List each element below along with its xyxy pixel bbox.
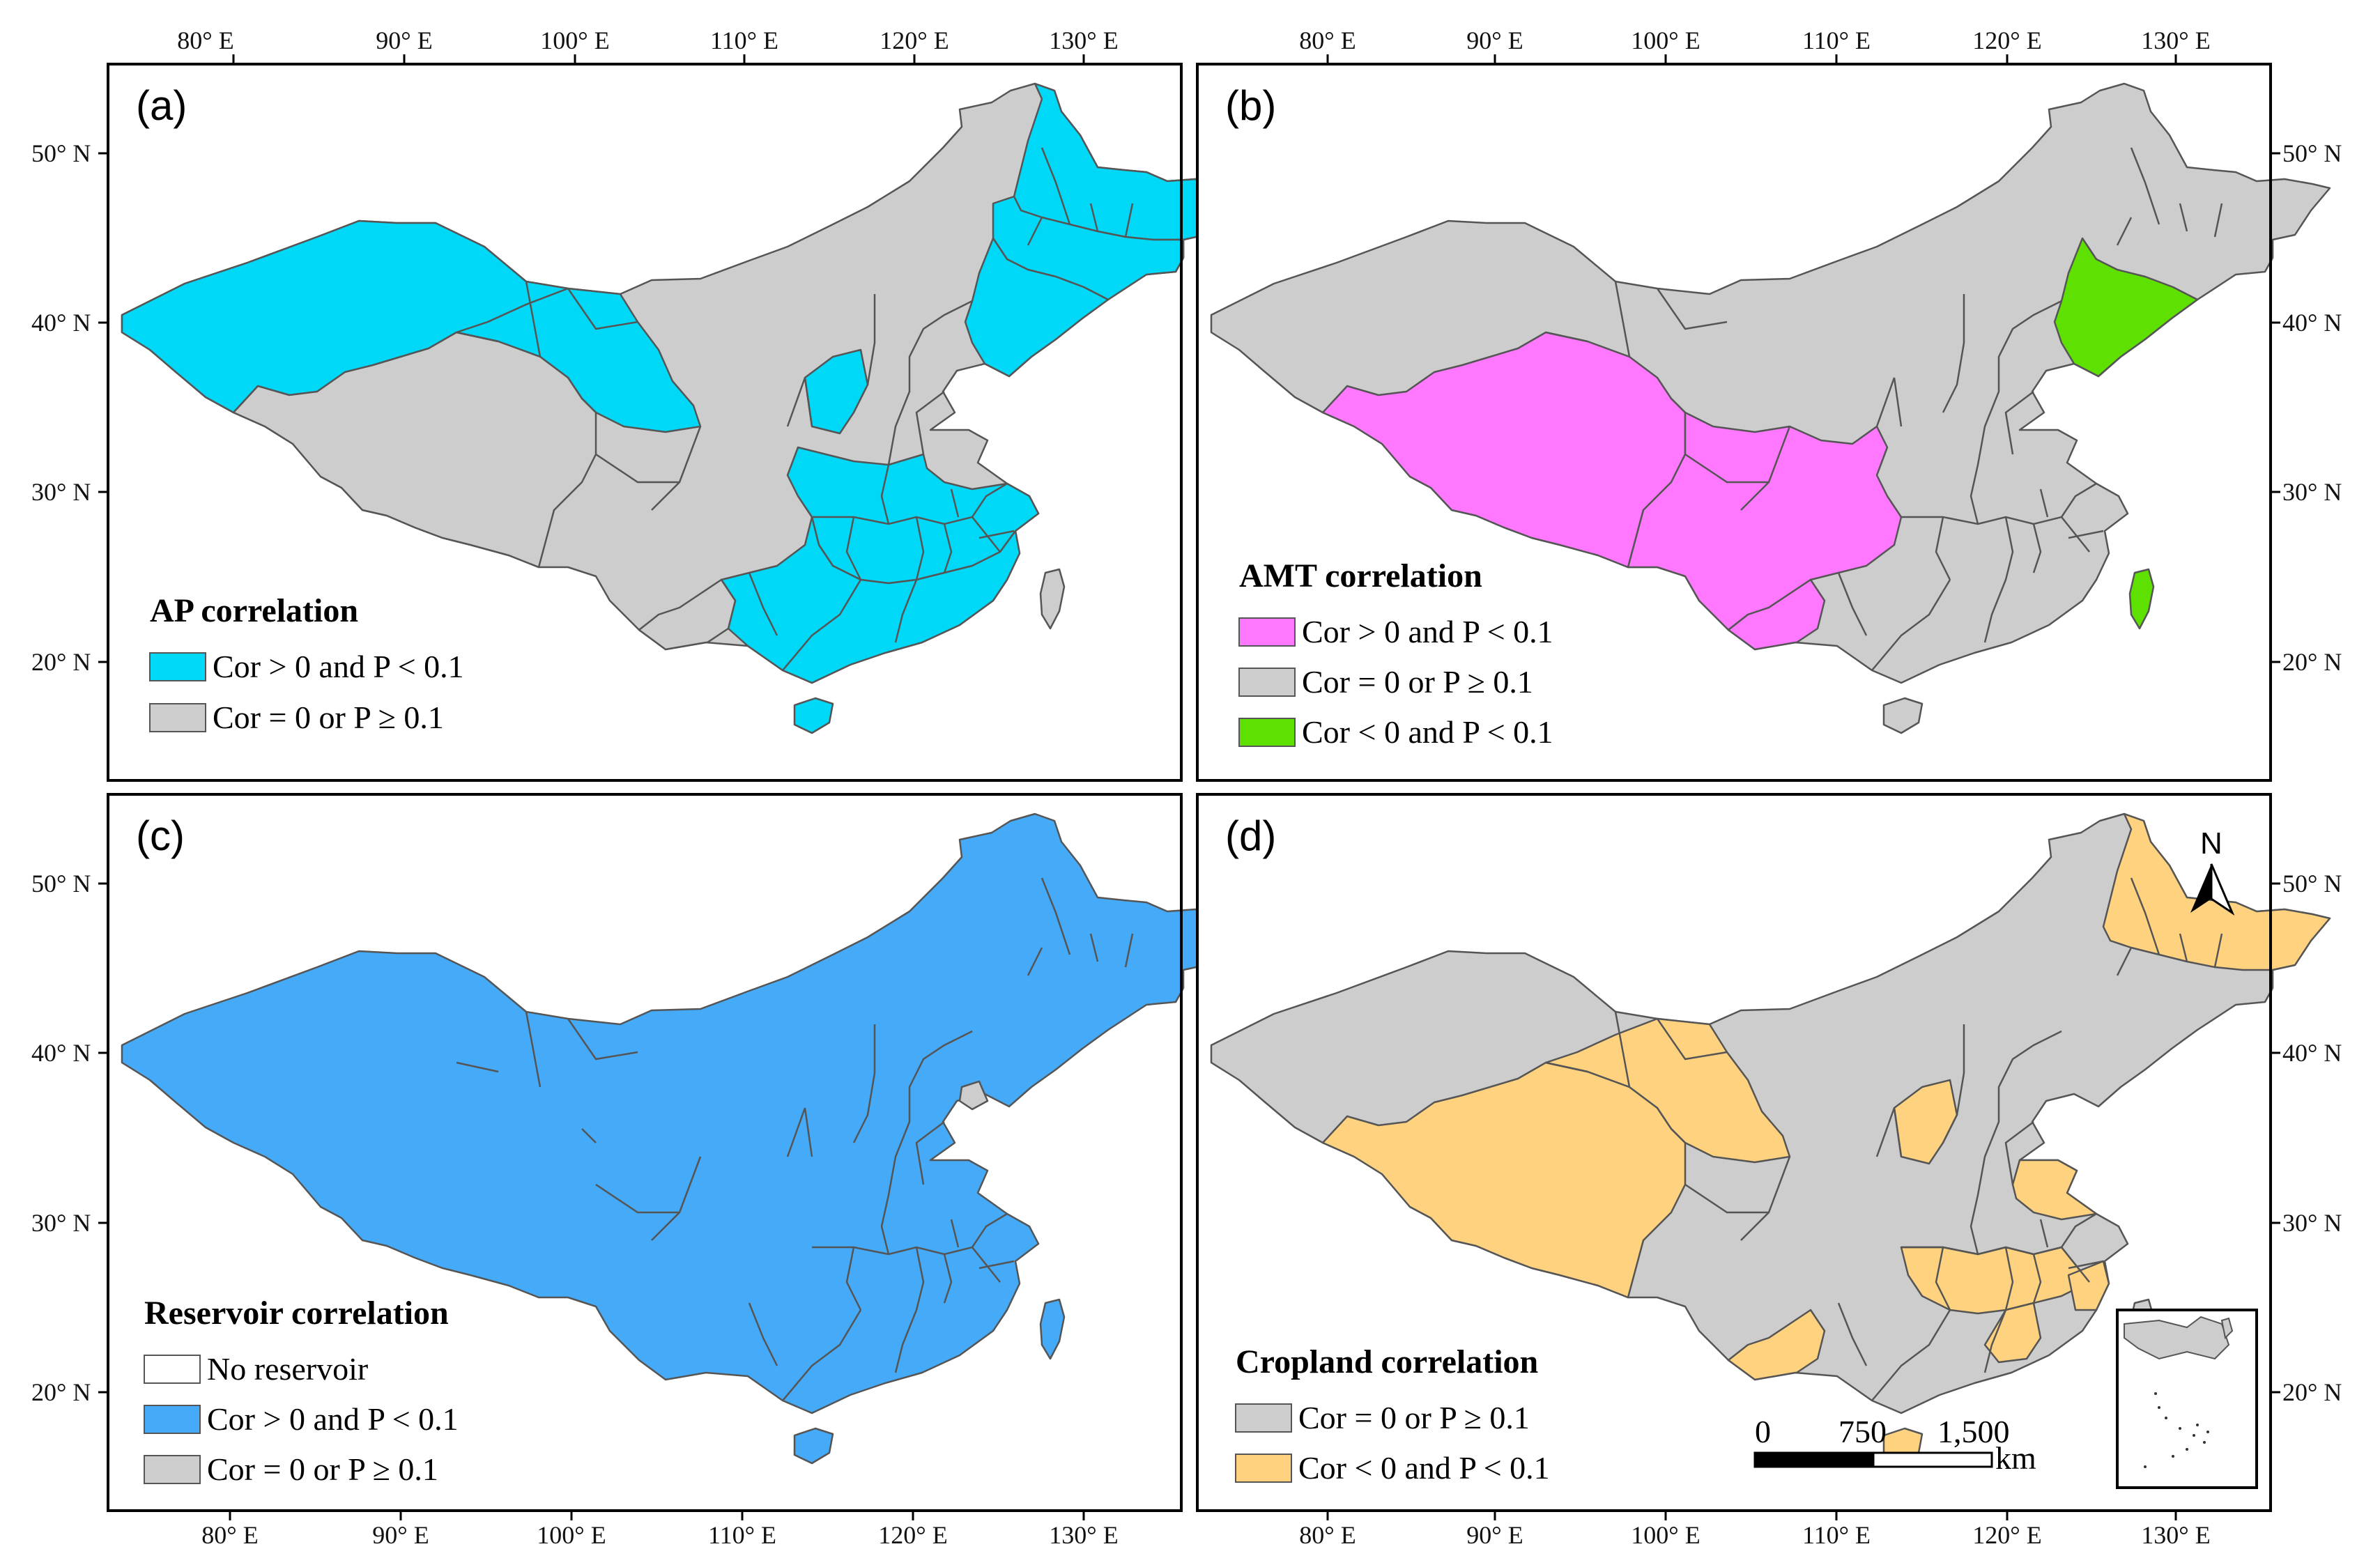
map-china-d	[1210, 812, 2331, 1465]
lon-label-d-80: 80° E	[1299, 1521, 1356, 1549]
lon-label-d-100: 100° E	[1631, 1521, 1700, 1549]
legend-swatch-a-1	[149, 652, 206, 681]
legend-swatch-b-2	[1238, 668, 1296, 697]
legend-b: AMT correlation Cor > 0 and P < 0.1 Cor …	[1238, 557, 1553, 750]
lat-label-d-50: 50° N	[2282, 870, 2342, 897]
tick-marks	[98, 54, 2280, 1520]
north-arrow-right	[2210, 863, 2235, 916]
panel-c: Reservoir correlation (c) Reservoir corr…	[107, 793, 1242, 1512]
legend-item-b-3: Cor < 0 and P < 0.1	[1302, 714, 1553, 750]
lon-label-c-120: 120° E	[878, 1521, 947, 1549]
inset-map	[2116, 1309, 2258, 1489]
lon-label-c-90: 90° E	[372, 1521, 429, 1549]
panel-label-a: (a)	[136, 82, 187, 129]
axis-top-b: 80° E 90° E 100° E 110° E 120° E 130° E	[1299, 26, 2210, 54]
legend-item-b-1: Cor > 0 and P < 0.1	[1302, 614, 1553, 649]
legend-item-c-2: Cor > 0 and P < 0.1	[207, 1401, 459, 1437]
lat-label-c-50: 50° N	[31, 870, 91, 897]
lat-label-c-20: 20° N	[31, 1378, 91, 1406]
legend-swatch-b-1	[1238, 617, 1296, 647]
lon-label-a-100: 100° E	[540, 26, 609, 54]
lon-label-b-120: 120° E	[1972, 26, 2041, 54]
legend-c: Reservoir correlation No reservoir Cor >…	[144, 1295, 459, 1487]
lat-label-d-20: 20° N	[2282, 1378, 2342, 1406]
legend-title-d: Cropland correlation	[1236, 1343, 1538, 1380]
legend-swatch-d-1	[1235, 1403, 1292, 1433]
legend-title-a: AP correlation	[150, 592, 358, 629]
scale-bar: 0 750 1,500 km	[1753, 1414, 2036, 1476]
lon-label-b-90: 90° E	[1466, 26, 1523, 54]
lon-label-a-110: 110° E	[710, 26, 778, 54]
lon-label-a-80: 80° E	[177, 26, 233, 54]
legend-title-c: Reservoir correlation	[144, 1295, 449, 1332]
lon-label-b-110: 110° E	[1802, 26, 1871, 54]
axis-left-c: 50° N 40° N 30° N 20° N	[31, 870, 91, 1406]
lon-label-a-130: 130° E	[1049, 26, 1118, 54]
north-arrow: N	[2190, 826, 2235, 916]
lon-label-a-120: 120° E	[880, 26, 949, 54]
legend-swatch-d-2	[1235, 1454, 1292, 1483]
lat-label-b-30: 30° N	[2282, 478, 2342, 506]
lon-label-c-80: 80° E	[201, 1521, 258, 1549]
lat-label-c-30: 30° N	[31, 1209, 91, 1237]
panel-label-b: (b)	[1225, 82, 1276, 129]
panel-b: (b) AMT correlation Cor > 0 and P < 0.1 …	[1196, 63, 2331, 782]
scale-unit: km	[1995, 1440, 2036, 1476]
lon-label-b-80: 80° E	[1299, 26, 1356, 54]
lon-label-d-90: 90° E	[1466, 1521, 1523, 1549]
panel-d: (d) N 0 750 1,500 km	[1196, 793, 2331, 1512]
scale-label-1500: 1,500	[1937, 1414, 2010, 1449]
panel-label-c-text: (c)	[136, 812, 185, 859]
lat-label-d-30: 30° N	[2282, 1209, 2342, 1237]
scale-label-750: 750	[1838, 1414, 1887, 1449]
lon-label-c-130: 130° E	[1049, 1521, 1118, 1549]
north-arrow-left	[2190, 864, 2211, 913]
map-china-c	[121, 812, 1242, 1465]
lon-label-d-120: 120° E	[1972, 1521, 2041, 1549]
lat-label-c-40: 40° N	[31, 1039, 91, 1067]
lon-label-c-100: 100° E	[537, 1521, 606, 1549]
panel-a: (a) AP correlation Cor > 0 and P < 0.1 C…	[107, 63, 1242, 782]
lon-label-c-110: 110° E	[708, 1521, 776, 1549]
legend-item-b-2: Cor = 0 or P ≥ 0.1	[1302, 664, 1533, 700]
north-arrow-label: N	[2200, 826, 2222, 861]
lon-label-a-90: 90° E	[376, 26, 432, 54]
legend-swatch-c-2	[144, 1405, 201, 1434]
lon-label-d-110: 110° E	[1802, 1521, 1871, 1549]
lat-label-a-40: 40° N	[31, 309, 91, 337]
legend-a: AP correlation Cor > 0 and P < 0.1 Cor =…	[149, 592, 464, 735]
lat-label-b-50: 50° N	[2282, 139, 2342, 167]
lon-label-b-100: 100° E	[1631, 26, 1700, 54]
legend-item-a-2: Cor = 0 or P ≥ 0.1	[213, 700, 444, 735]
axis-left-a: 50° N 40° N 30° N 20° N	[31, 139, 91, 676]
axis-right-b: 50° N 40° N 30° N 20° N	[2282, 139, 2342, 676]
scale-label-0: 0	[1755, 1414, 1771, 1449]
panel-label-d: (d)	[1225, 812, 1276, 859]
legend-item-d-2: Cor < 0 and P < 0.1	[1298, 1450, 1550, 1486]
legend-swatch-b-3	[1238, 718, 1296, 747]
lat-label-a-20: 20° N	[31, 648, 91, 676]
legend-item-c-1: No reservoir	[207, 1351, 368, 1387]
legend-item-c-3: Cor = 0 or P ≥ 0.1	[207, 1451, 438, 1487]
legend-swatch-a-2	[149, 703, 206, 732]
legend-swatch-c-3	[144, 1455, 201, 1484]
axis-right-d: 50° N 40° N 30° N 20° N	[2282, 870, 2342, 1406]
axis-top-a: 80° E 90° E 100° E 110° E 120° E 130° E	[177, 26, 1118, 54]
legend-swatch-c-1	[144, 1355, 201, 1384]
lat-label-b-20: 20° N	[2282, 648, 2342, 676]
lon-label-b-130: 130° E	[2141, 26, 2210, 54]
lat-label-a-30: 30° N	[31, 478, 91, 506]
lat-label-b-40: 40° N	[2282, 309, 2342, 337]
lat-label-a-50: 50° N	[31, 139, 91, 167]
legend-title-b: AMT correlation	[1239, 557, 1482, 594]
axis-bottom-c: 80° E 90° E 100° E 110° E 120° E 130° E	[201, 1521, 1118, 1549]
legend-item-d-1: Cor = 0 or P ≥ 0.1	[1298, 1400, 1530, 1435]
legend-d: Cropland correlation Cor = 0 or P ≥ 0.1 …	[1235, 1343, 1550, 1486]
axis-bottom-d: 80° E 90° E 100° E 110° E 120° E 130° E	[1299, 1521, 2210, 1549]
legend-item-a-1: Cor > 0 and P < 0.1	[213, 649, 464, 684]
lat-label-d-40: 40° N	[2282, 1039, 2342, 1067]
lon-label-d-130: 130° E	[2141, 1521, 2210, 1549]
